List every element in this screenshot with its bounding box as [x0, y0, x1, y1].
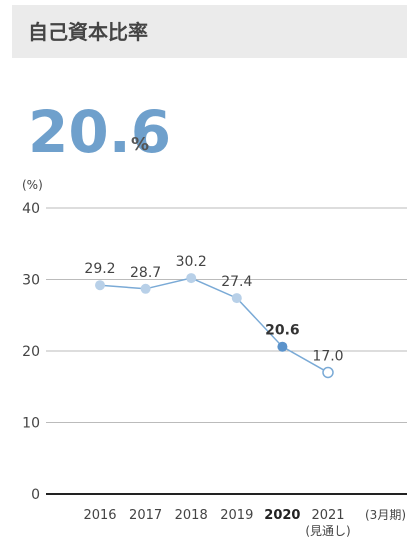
y-tick-label: 40: [22, 201, 40, 217]
value-label: 17.0: [312, 348, 343, 364]
marker: [95, 280, 105, 291]
value-label: 27.4: [221, 274, 252, 290]
chart-title: 自己資本比率: [28, 20, 148, 44]
marker: [322, 366, 334, 379]
x-tick-label: 2019: [220, 508, 253, 523]
headline-unit: %: [131, 134, 149, 155]
x-tick-label: 2021: [311, 508, 344, 523]
line: [99, 277, 329, 374]
marker: [231, 293, 242, 304]
x-tick-label: 2018: [175, 508, 208, 523]
x-tick-label: 2020: [264, 508, 300, 523]
headline: 20.6: [28, 98, 171, 166]
y-tick-label: 10: [22, 416, 40, 432]
marker: [277, 341, 288, 352]
y-tick-label: 30: [22, 273, 40, 289]
value-label: 30.2: [176, 254, 207, 270]
marker: [186, 273, 197, 284]
value-label: 29.2: [84, 261, 115, 277]
y-tick-label: 0: [31, 487, 40, 503]
y-axis-label: (%): [22, 178, 43, 192]
value-label: 28.7: [130, 265, 161, 281]
value-label: 20.6: [265, 323, 300, 339]
x-tick-label: 2017: [129, 508, 162, 523]
y-tick-label: 20: [22, 344, 40, 360]
x-tick-label: 2016: [83, 508, 116, 523]
marker: [140, 283, 151, 294]
forecast-note: (見通し): [305, 524, 350, 538]
header-band: [12, 5, 407, 58]
x-unit-label: (3月期): [365, 508, 406, 522]
